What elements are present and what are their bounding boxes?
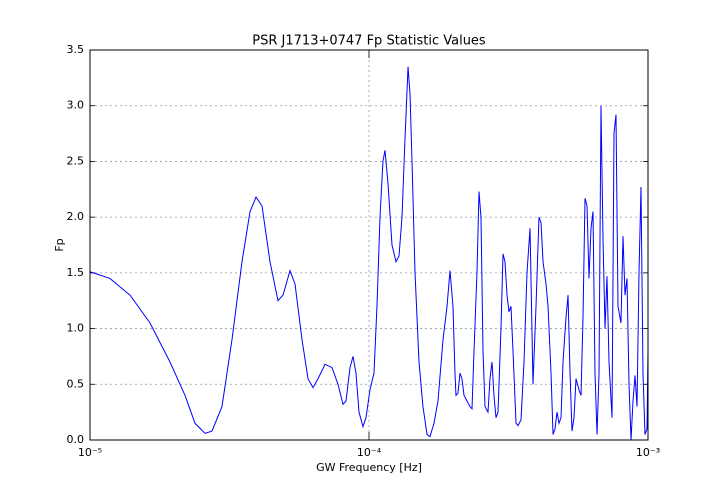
plot-frame	[89, 49, 649, 441]
data-line	[89, 66, 649, 441]
y-axis-label: Fp	[53, 238, 66, 251]
y-tick-label: 2.0	[67, 210, 85, 223]
y-tick-label: 2.5	[67, 154, 85, 167]
chart-title: PSR J1713+0747 Fp Statistic Values	[252, 34, 486, 49]
x-tick-label: 10⁻³	[636, 446, 660, 459]
y-tick-label: 1.0	[67, 322, 85, 335]
x-tick-label: 10⁻⁴	[357, 446, 382, 459]
x-axis-label: GW Frequency [Hz]	[316, 461, 422, 474]
y-tick-label: 0.0	[67, 433, 85, 446]
y-tick-label: 0.5	[67, 377, 85, 390]
y-tick-label: 1.5	[67, 266, 85, 279]
y-tick-label: 3.5	[67, 43, 85, 56]
y-tick-label: 3.0	[67, 99, 85, 112]
x-tick-label: 10⁻⁵	[78, 446, 102, 459]
